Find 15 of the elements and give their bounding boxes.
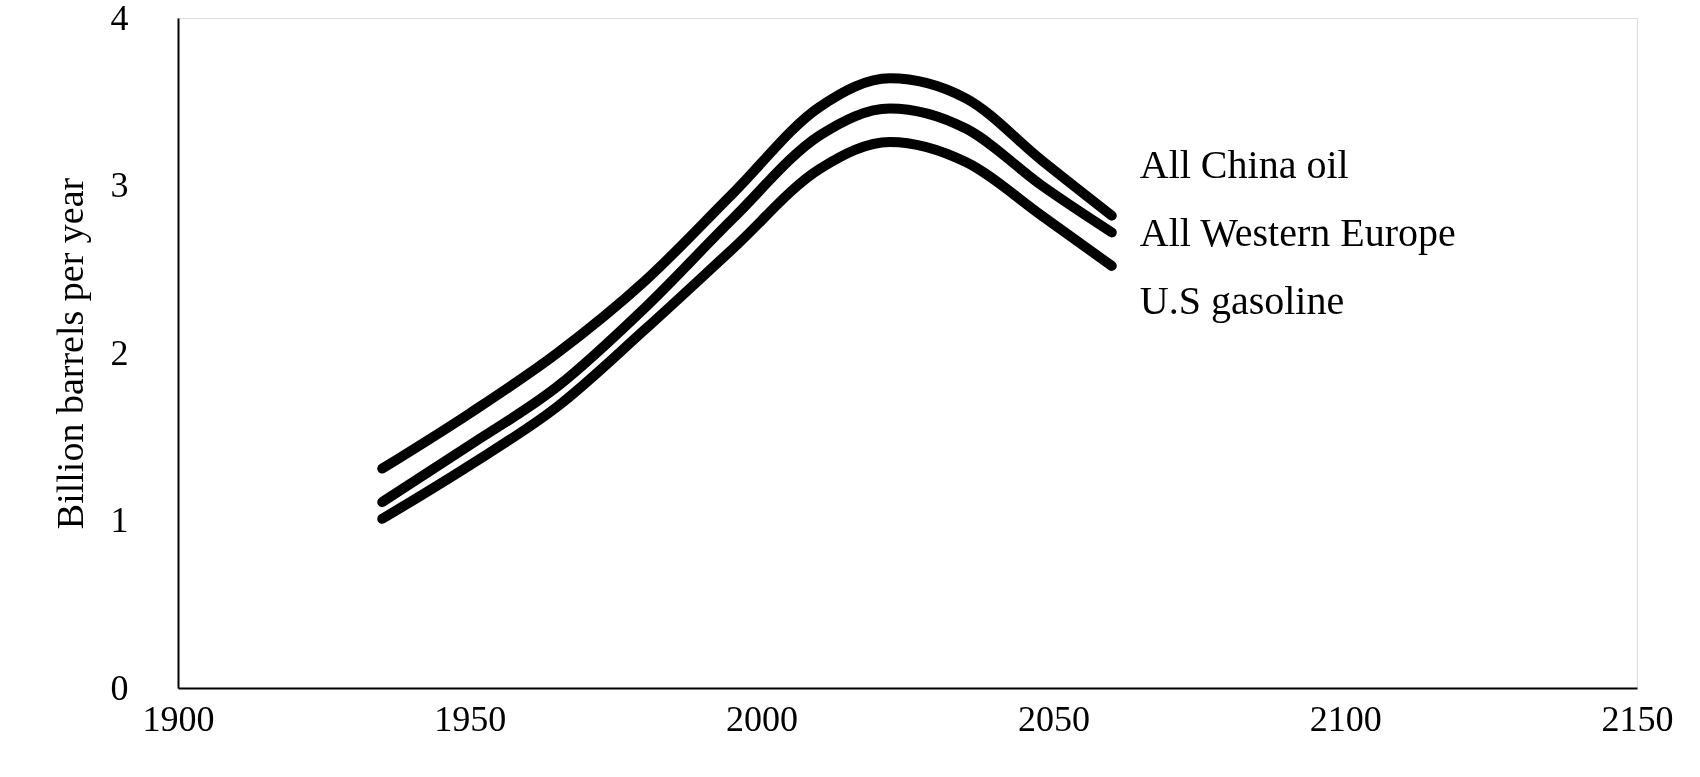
y-tick-label: 4	[110, 0, 129, 38]
x-tick-label: 2100	[1309, 698, 1382, 739]
x-tick-label: 2150	[1601, 698, 1674, 739]
y-tick-label: 3	[110, 165, 129, 205]
y-axis-title: Billion barrels per year	[48, 177, 91, 530]
y-tick-label: 2	[110, 332, 129, 373]
series-label: All China oil	[1139, 142, 1349, 187]
x-tick-label: 1900	[142, 698, 215, 739]
y-tick-label: 1	[110, 500, 129, 540]
series-label: U.S gasoline	[1139, 278, 1345, 323]
x-tick-label: 1950	[434, 698, 507, 739]
x-tick-label: 2050	[1017, 698, 1090, 739]
x-tick-label: 2000	[726, 698, 799, 739]
series-label: All Western Europe	[1139, 210, 1456, 255]
y-tick-label: 0	[110, 667, 129, 708]
